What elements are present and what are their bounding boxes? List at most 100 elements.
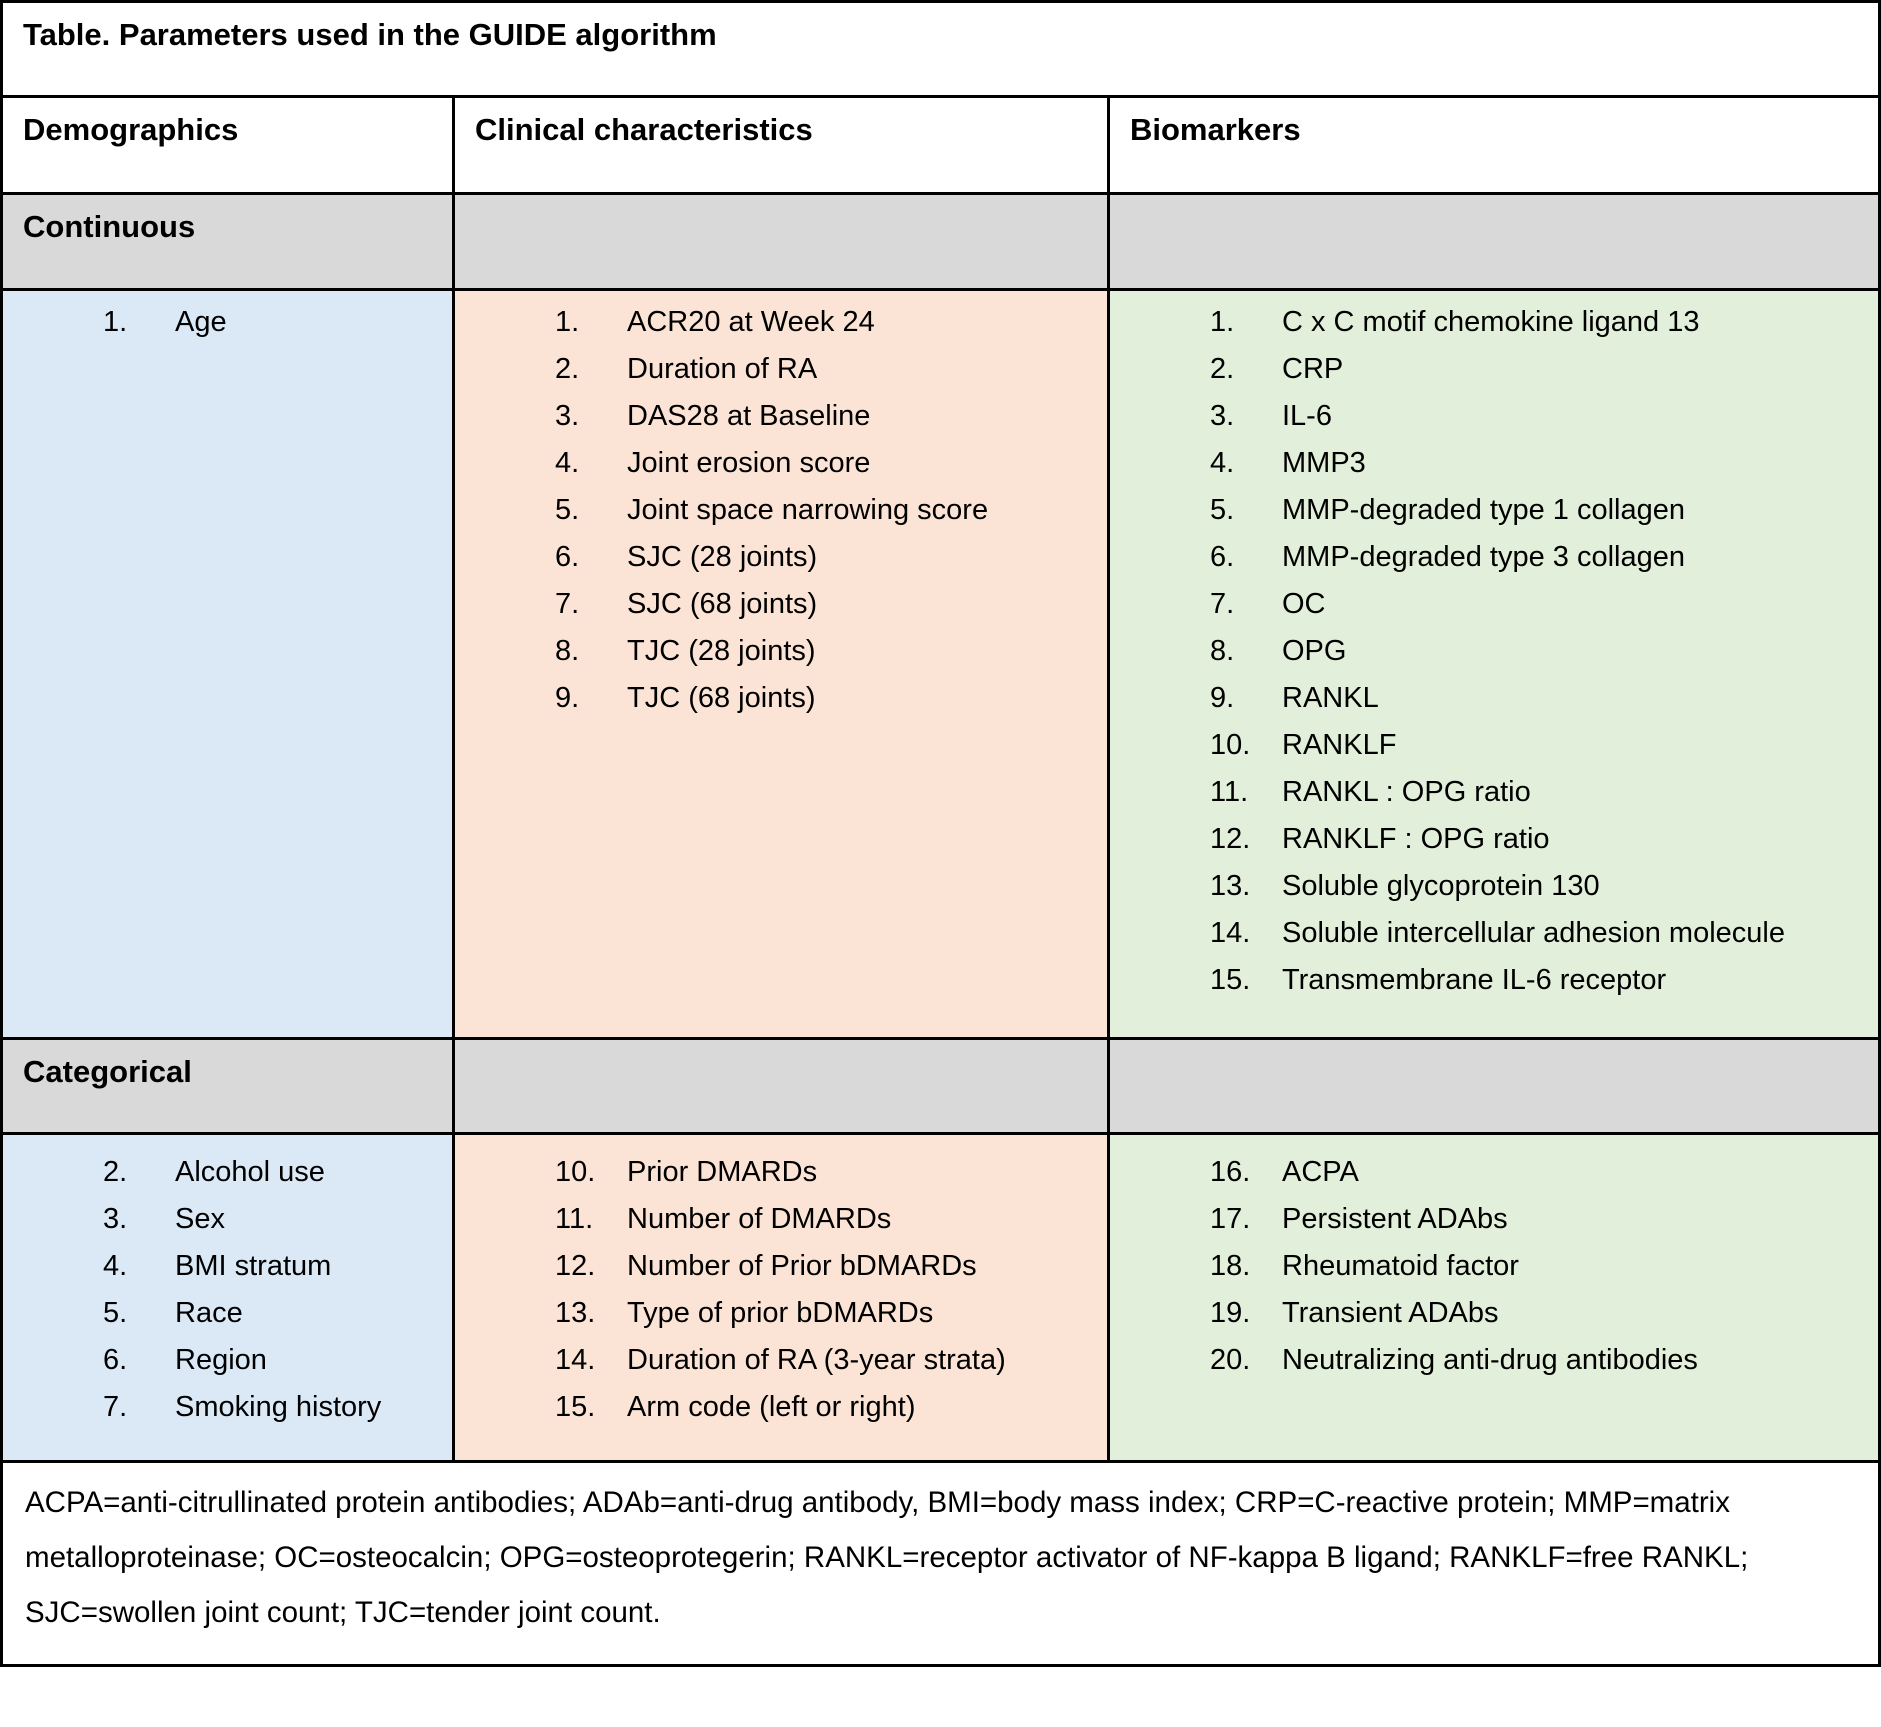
list-item-text: ACR20 at Week 24 bbox=[627, 306, 875, 338]
list-item: 19. Transient ADAbs bbox=[1110, 1290, 1878, 1337]
list-item-number: 4. bbox=[555, 447, 580, 479]
list-item-number: 3. bbox=[103, 1203, 128, 1235]
list-item-text: RANKL bbox=[1282, 682, 1379, 714]
list-item: 3. Sex bbox=[3, 1196, 452, 1243]
categorical-content-row: 2. Alcohol use 3. Sex 4. BMI stratum 5. Race… bbox=[3, 1132, 1878, 1460]
list-item-text: BMI stratum bbox=[175, 1250, 332, 1282]
list-item-number: 15. bbox=[1210, 964, 1251, 996]
list-item-number: 3. bbox=[555, 400, 580, 432]
list-item-text: Sex bbox=[175, 1203, 225, 1235]
table-title-row: Table. Parameters used in the GUIDE algo… bbox=[3, 3, 1878, 95]
list-item-number: 19. bbox=[1210, 1297, 1251, 1329]
list-item-text: TJC (28 joints) bbox=[627, 635, 816, 667]
list-item: 13. Type of prior bDMARDs bbox=[455, 1290, 1107, 1337]
list-item-text: Transient ADAbs bbox=[1282, 1297, 1499, 1329]
list-item: 6. SJC (28 joints) bbox=[455, 534, 1107, 581]
list-item-number: 10. bbox=[555, 1156, 596, 1188]
list-item: 1. Age bbox=[3, 299, 452, 346]
section-label-categorical: Categorical bbox=[3, 1040, 452, 1132]
list-item-number: 14. bbox=[1210, 917, 1251, 949]
list-item-text: Prior DMARDs bbox=[627, 1156, 818, 1188]
list-item: 3. DAS28 at Baseline bbox=[455, 393, 1107, 440]
list-item-number: 2. bbox=[555, 353, 580, 385]
list-item-number: 5. bbox=[103, 1297, 128, 1329]
list-item-text: MMP3 bbox=[1282, 447, 1366, 479]
list-item-text: Type of prior bDMARDs bbox=[627, 1297, 934, 1329]
list-item: 15. Transmembrane IL-6 receptor bbox=[1110, 957, 1878, 1004]
list-item-text: Transmembrane IL-6 receptor bbox=[1282, 964, 1667, 996]
list-item-text: Region bbox=[175, 1344, 267, 1376]
list-item-number: 4. bbox=[103, 1250, 128, 1282]
list-item: 17. Persistent ADAbs bbox=[1110, 1196, 1878, 1243]
list-item-number: 6. bbox=[555, 541, 580, 573]
list-item: 2. CRP bbox=[1110, 346, 1878, 393]
list-item: 7. OC bbox=[1110, 581, 1878, 628]
list-item: 9. TJC (68 joints) bbox=[455, 675, 1107, 722]
column-header-demographics: Demographics bbox=[23, 112, 239, 147]
list-item: 8. TJC (28 joints) bbox=[455, 628, 1107, 675]
continuous-biomarkers-cell: 1. C x C motif chemokine ligand 13 2. CRP … bbox=[1107, 291, 1878, 1037]
list-item: 9. RANKL bbox=[1110, 675, 1878, 722]
list-item: 1. C x C motif chemokine ligand 13 bbox=[1110, 299, 1878, 346]
list-item: 13. Soluble glycoprotein 130 bbox=[1110, 863, 1878, 910]
list-item: 3. IL-6 bbox=[1110, 393, 1878, 440]
list-item: 7. Smoking history bbox=[3, 1384, 452, 1431]
list-item-text: Number of DMARDs bbox=[627, 1203, 892, 1235]
list-item-text: RANKLF bbox=[1282, 729, 1397, 761]
list-item-text: Arm code (left or right) bbox=[627, 1391, 916, 1423]
guide-parameters-table: Table. Parameters used in the GUIDE algo… bbox=[0, 0, 1881, 1667]
list-item: 14. Duration of RA (3-year strata) bbox=[455, 1337, 1107, 1384]
list-item-text: Persistent ADAbs bbox=[1282, 1203, 1508, 1235]
list-item-text: MMP-degraded type 3 collagen bbox=[1282, 541, 1686, 573]
list-item-number: 13. bbox=[555, 1297, 596, 1329]
list-item: 6. Region bbox=[3, 1337, 452, 1384]
list-item: 15. Arm code (left or right) bbox=[455, 1384, 1107, 1431]
list-item: 10. Prior DMARDs bbox=[455, 1149, 1107, 1196]
list-item-number: 9. bbox=[555, 682, 580, 714]
table-title: Table. Parameters used in the GUIDE algo… bbox=[23, 17, 717, 52]
list-item-text: RANKLF : OPG ratio bbox=[1282, 823, 1550, 855]
list-item-text: Number of Prior bDMARDs bbox=[627, 1250, 977, 1282]
list-item-number: 15. bbox=[555, 1391, 596, 1423]
list-item-number: 8. bbox=[1210, 635, 1235, 667]
list-item-text: Smoking history bbox=[175, 1391, 382, 1423]
list-item-number: 6. bbox=[1210, 541, 1235, 573]
list-item-text: Soluble intercellular adhesion molecule bbox=[1282, 917, 1785, 949]
list-item-number: 12. bbox=[555, 1250, 596, 1282]
list-item-number: 14. bbox=[555, 1344, 596, 1376]
list-item-number: 11. bbox=[555, 1203, 594, 1235]
list-item: 12. RANKLF : OPG ratio bbox=[1110, 816, 1878, 863]
list-item: 20. Neutralizing anti-drug antibodies bbox=[1110, 1337, 1878, 1384]
list-item-number: 20. bbox=[1210, 1344, 1251, 1376]
list-item-text: SJC (28 joints) bbox=[627, 541, 818, 573]
column-header-biomarkers: Biomarkers bbox=[1107, 98, 1878, 192]
list-item-text: C x C motif chemokine ligand 13 bbox=[1282, 306, 1700, 338]
list-item-number: 12. bbox=[1210, 823, 1251, 855]
list-item-number: 8. bbox=[555, 635, 580, 667]
list-item-number: 7. bbox=[1210, 588, 1235, 620]
list-item-number: 1. bbox=[1210, 306, 1235, 338]
list-item-text: Duration of RA bbox=[627, 353, 818, 385]
list-item: 18. Rheumatoid factor bbox=[1110, 1243, 1878, 1290]
column-header-row: Demographics Clinical characteristics Bi… bbox=[3, 95, 1878, 192]
list-item-text: Joint erosion score bbox=[627, 447, 871, 479]
list-item: 8. OPG bbox=[1110, 628, 1878, 675]
list-item-number: 18. bbox=[1210, 1250, 1251, 1282]
list-item-text: Neutralizing anti-drug antibodies bbox=[1282, 1344, 1698, 1376]
list-item-number: 5. bbox=[555, 494, 580, 526]
list-item-number: 4. bbox=[1210, 447, 1235, 479]
footnote-row: ACPA=anti-citrullinated protein antibodi… bbox=[3, 1460, 1878, 1658]
list-item-number: 5. bbox=[1210, 494, 1235, 526]
list-item: 4. MMP3 bbox=[1110, 440, 1878, 487]
list-item: 1. ACR20 at Week 24 bbox=[455, 299, 1107, 346]
list-item: 2. Alcohol use bbox=[3, 1149, 452, 1196]
categorical-demographics-cell: 2. Alcohol use 3. Sex 4. BMI stratum 5. Race… bbox=[3, 1135, 452, 1460]
list-item-number: 3. bbox=[1210, 400, 1235, 432]
list-item: 10. RANKLF bbox=[1110, 722, 1878, 769]
list-item-number: 2. bbox=[103, 1156, 128, 1188]
list-item-text: Soluble glycoprotein 130 bbox=[1282, 870, 1600, 902]
list-item-number: 7. bbox=[103, 1391, 128, 1423]
list-item: 6. MMP-degraded type 3 collagen bbox=[1110, 534, 1878, 581]
list-item-number: 2. bbox=[1210, 353, 1235, 385]
list-item-text: OPG bbox=[1282, 635, 1347, 667]
